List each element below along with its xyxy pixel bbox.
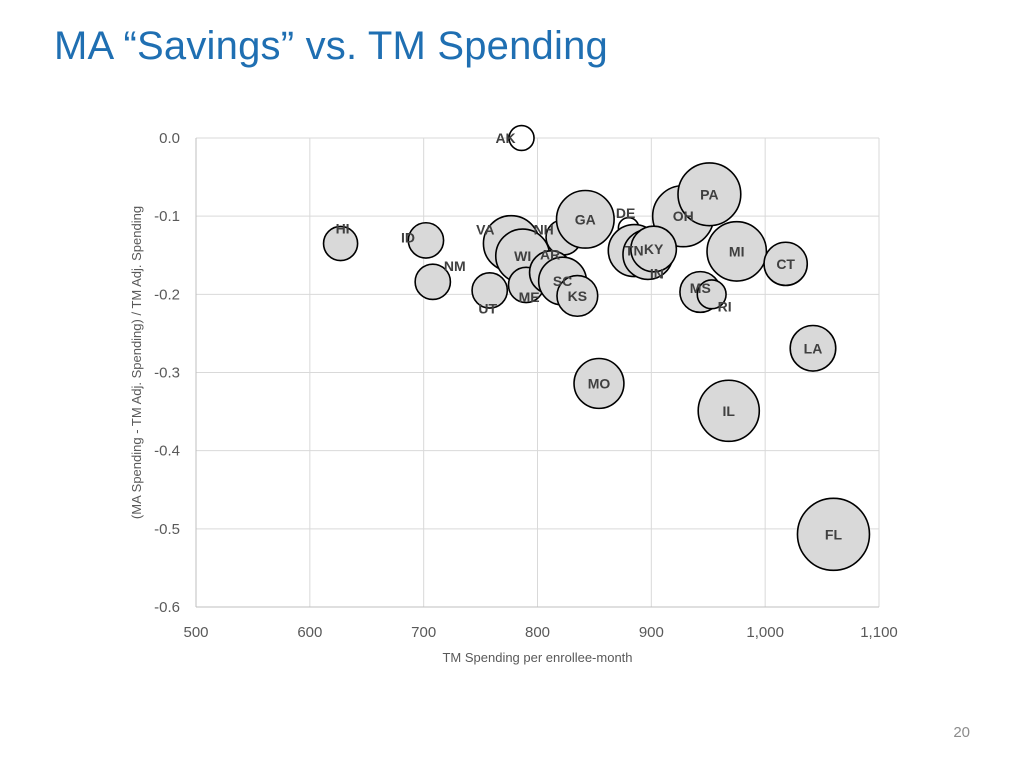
x-tick-label: 800 xyxy=(525,624,550,641)
bubble-label-ri: RI xyxy=(718,298,732,314)
y-axis-title: (MA Spending - TM Adj. Spending) / TM Ad… xyxy=(129,206,144,519)
bubble-ut xyxy=(471,271,509,309)
x-tick-label: 500 xyxy=(183,624,208,641)
bubble-label-in: IN xyxy=(650,265,664,281)
x-tick-label: 1,000 xyxy=(746,624,784,641)
y-tick-label: 0.0 xyxy=(159,130,180,147)
y-tick-label: -0.1 xyxy=(154,208,180,225)
bubble-ak xyxy=(508,124,535,152)
bubble-pa xyxy=(677,162,742,227)
y-tick-label: -0.2 xyxy=(154,286,180,303)
page-number: 20 xyxy=(953,724,970,741)
bubble-label-pa: PA xyxy=(700,186,718,202)
y-tick-label: -0.5 xyxy=(154,521,180,538)
bubble-ri xyxy=(696,279,727,310)
bubble-label-de: DE xyxy=(616,205,635,221)
bubble-ct xyxy=(763,241,809,287)
x-tick-label: 1,100 xyxy=(860,624,898,641)
x-axis-title: TM Spending per enrollee-month xyxy=(442,650,632,665)
bubble-label-mi: MI xyxy=(729,243,745,259)
bubble-label-ms: MS xyxy=(690,280,711,296)
x-tick-label: 900 xyxy=(639,624,664,641)
bubble-label-id: ID xyxy=(401,229,415,245)
bubble-label-la: LA xyxy=(804,340,823,356)
y-tick-label: -0.6 xyxy=(154,599,180,616)
bubble-label-hi: HI xyxy=(336,221,350,237)
bubble-label-me: ME xyxy=(519,289,540,305)
bubble-nm xyxy=(414,263,452,301)
y-tick-label: -0.3 xyxy=(154,365,180,382)
bubble-hi xyxy=(322,225,359,262)
bubble-label-sc: SC xyxy=(553,273,572,289)
axes: 500 600 700 800 900 1,000 1,100 0.0 -0.1 -0.2 -0.3… xyxy=(154,130,898,641)
bubble-ga xyxy=(555,189,615,249)
bubble-label-ak: AK xyxy=(495,130,515,146)
x-tick-label: 700 xyxy=(411,624,436,641)
bubble-la xyxy=(789,324,837,372)
bubble-label-nm: NM xyxy=(444,258,466,274)
bubble-ks xyxy=(556,274,599,318)
bubble-label-ar: AR xyxy=(540,246,560,262)
bubble-fl xyxy=(796,497,871,572)
slide-title: MA “Savings” vs. TM Spending xyxy=(54,24,608,68)
bubble-label-ks: KS xyxy=(568,288,587,304)
bubble-label-va: VA xyxy=(476,222,494,238)
bubble-label-mo: MO xyxy=(588,375,611,391)
bubbles xyxy=(322,124,871,572)
bubble-ky xyxy=(630,225,678,273)
bubble-label-ga: GA xyxy=(575,211,596,227)
y-tick-label: -0.4 xyxy=(154,443,180,460)
bubble-label-wi: WI xyxy=(514,248,531,264)
bubble-label-ut: UT xyxy=(478,300,497,316)
bubble-label-ky: KY xyxy=(644,241,664,257)
bubble-label-oh: OH xyxy=(673,208,694,224)
bubble-label-tn: TN xyxy=(625,243,644,259)
gridlines xyxy=(196,137,880,607)
bubble-label-nh: NH xyxy=(534,221,554,237)
bubble-mi xyxy=(706,220,768,282)
x-tick-label: 600 xyxy=(297,624,322,641)
bubble-id xyxy=(407,221,445,259)
bubble-label-fl: FL xyxy=(825,526,843,542)
bubble-label-ct: CT xyxy=(776,256,795,272)
bubble-label-il: IL xyxy=(723,403,736,419)
bubble-il xyxy=(697,379,761,443)
bubble-mo xyxy=(573,357,625,410)
